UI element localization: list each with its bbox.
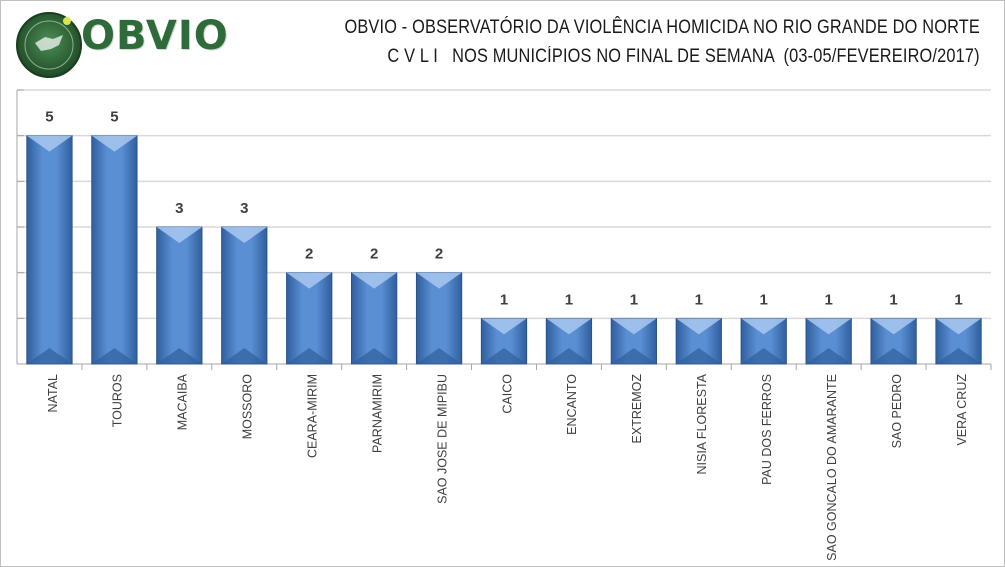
bar-top-bevel [741, 318, 787, 335]
data-label: 3 [175, 200, 183, 217]
bar-bottom-bevel [805, 348, 852, 364]
data-label: 1 [760, 291, 768, 308]
bar-bottom-bevel [935, 348, 982, 364]
category-label: MACAIBA [176, 373, 190, 430]
bar-bottom-bevel [26, 348, 73, 364]
category-label: MOSSORO [241, 374, 255, 440]
data-label: 1 [954, 291, 962, 308]
bar-top-bevel [805, 318, 852, 335]
chart-subtitle: C V L I NOS MUNICÍPIOS NO FINAL DE SEMAN… [387, 46, 980, 67]
category-label: CEARA-MIRIM [305, 374, 319, 458]
chart-title: OBVIO - OBSERVATÓRIO DA VIOLÊNCIA HOMICI… [344, 17, 980, 38]
category-label: TOUROS [111, 374, 125, 427]
bar-top-bevel [416, 272, 462, 289]
data-label: 1 [889, 291, 897, 308]
bar-bottom-bevel [156, 348, 203, 364]
bar-bottom-bevel [91, 348, 138, 364]
bar [91, 135, 138, 365]
category-label: SAO GONCALO DO AMARANTE [825, 374, 839, 561]
bar-bottom-bevel [611, 348, 657, 364]
data-label: 2 [435, 246, 443, 263]
bar-top-bevel [221, 227, 267, 243]
bar-top-bevel [935, 318, 982, 335]
bar-bottom-bevel [416, 348, 462, 364]
bar-top-bevel [611, 318, 657, 335]
bar-top-bevel [676, 318, 722, 335]
data-label: 1 [824, 291, 832, 308]
bar-bottom-bevel [221, 348, 267, 364]
bar-bottom-bevel [481, 348, 527, 364]
bar [156, 226, 203, 365]
category-label: SAO JOSE DE MIPIBU [435, 374, 449, 504]
bar-top-bevel [91, 135, 138, 152]
bar [26, 135, 73, 365]
category-label: PARNAMIRIM [370, 374, 384, 453]
bar-bottom-bevel [351, 348, 397, 364]
obvio-logo [16, 12, 82, 78]
bar-bottom-bevel [676, 348, 722, 364]
category-label: CAICO [500, 374, 514, 414]
category-label: NATAL [46, 374, 60, 412]
category-label: PAU DOS FERROS [760, 374, 774, 485]
category-label: VERA CRUZ [955, 374, 969, 446]
data-label: 1 [500, 291, 508, 308]
bar-bottom-bevel [870, 348, 917, 364]
bar-top-bevel [481, 318, 527, 335]
bar-top-bevel [26, 135, 73, 152]
category-label: ENCANTO [565, 374, 579, 435]
data-label: 1 [565, 291, 573, 308]
bar-top-bevel [870, 318, 917, 335]
bar-bottom-bevel [286, 348, 332, 364]
bar-bottom-bevel [741, 348, 787, 364]
data-label: 5 [110, 109, 118, 126]
bar-bottom-bevel [546, 348, 592, 364]
bar-top-bevel [546, 318, 592, 335]
data-label: 1 [695, 291, 703, 308]
bar [221, 226, 268, 365]
category-label: SAO PEDRO [890, 374, 904, 449]
data-label: 2 [305, 246, 313, 263]
data-label: 2 [370, 246, 378, 263]
data-label: 3 [240, 200, 248, 217]
category-label: EXTREMOZ [630, 374, 644, 444]
bar-top-bevel [351, 272, 397, 289]
logo-wordmark: OBVIO [81, 13, 229, 59]
bar-top-bevel [156, 227, 203, 243]
data-label: 5 [45, 109, 53, 126]
data-label: 1 [630, 291, 638, 308]
bar-top-bevel [286, 272, 332, 289]
category-label: NISIA FLORESTA [695, 373, 709, 474]
